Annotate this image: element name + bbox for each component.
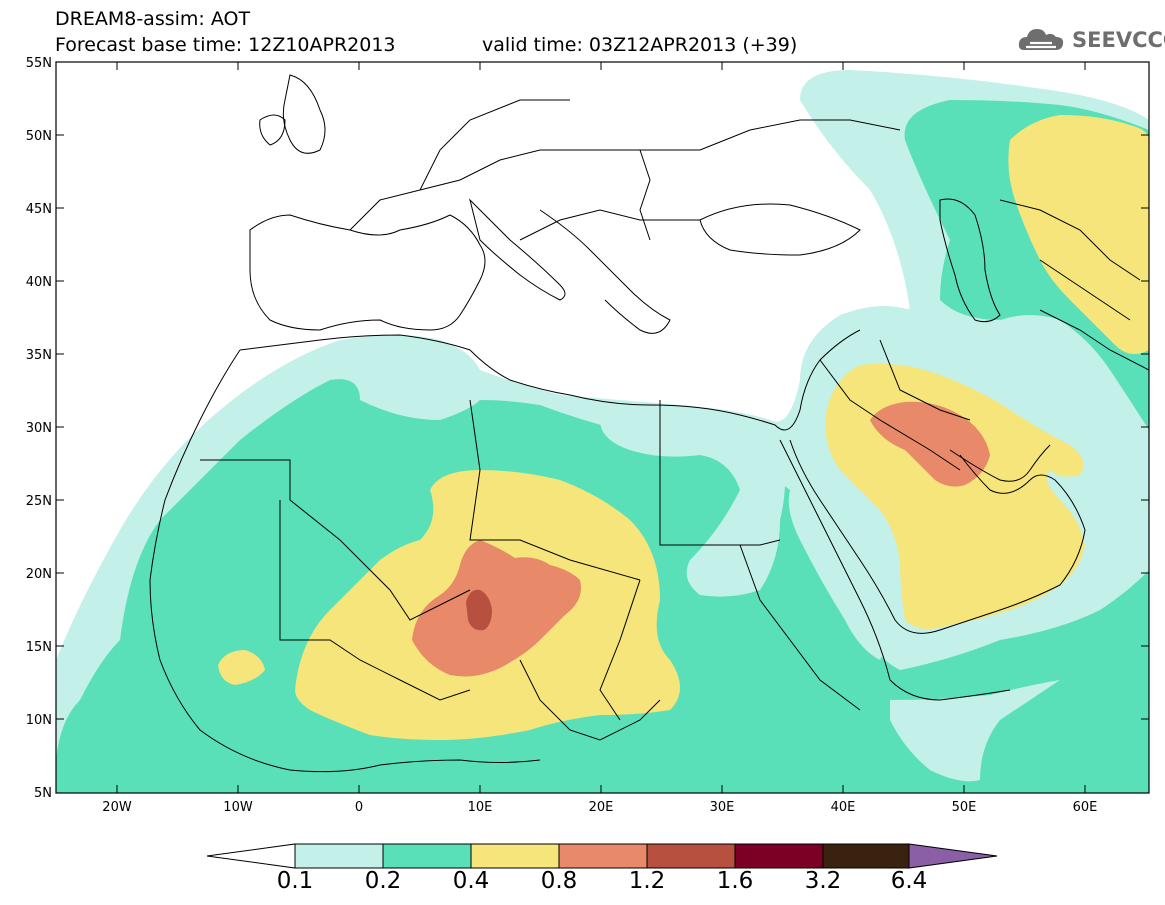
colorbar-label: 3.2 — [804, 868, 842, 894]
colorbar-swatch — [558, 843, 648, 869]
aot-field-0-4-gulfguinea — [218, 650, 265, 685]
colorbar-label: 1.6 — [716, 868, 754, 894]
logo-text: SEEVCCC — [1072, 28, 1165, 52]
colorbar-label: 0.8 — [540, 868, 578, 894]
colorbar-label: 0.2 — [364, 868, 402, 894]
latitude-labels: 55N 50N 45N 40N 35N 30N 25N 20N 15N 10N … — [26, 56, 52, 801]
aot-fields — [56, 70, 1149, 793]
colorbar-high-arrow — [908, 843, 998, 869]
colorbar-swatch — [470, 843, 560, 869]
colorbar-swatch — [382, 843, 472, 869]
lat-label: 40N — [26, 275, 52, 290]
lat-label: 10N — [26, 713, 52, 728]
longitude-labels: 20W 10W 0 10E 20E 30E 40E 50E 60E — [102, 800, 1097, 815]
aot-field-0-1-caspian — [905, 307, 1050, 360]
lon-label: 0 — [355, 800, 363, 815]
colorbar-label: 0.1 — [276, 868, 314, 894]
aot-field-0-1-horn — [890, 680, 1060, 782]
aot-field-0-1-egypt — [600, 411, 785, 597]
valid-time: valid time: 03Z12APR2013 (+39) — [482, 34, 798, 56]
colorbar-label: 1.2 — [628, 868, 666, 894]
title-line-2: Forecast base time: 12Z10APR2013 — [55, 34, 396, 56]
colorbar — [206, 843, 998, 869]
seevccc-logo: SEEVCCC — [1018, 24, 1165, 56]
colorbar-label: 6.4 — [890, 868, 928, 894]
colorbar-swatch — [822, 843, 910, 869]
lon-label: 20E — [589, 800, 614, 815]
colorbar-label: 0.4 — [452, 868, 490, 894]
lon-label: 30E — [710, 800, 735, 815]
lat-label: 35N — [26, 348, 52, 363]
lon-label: 60E — [1073, 800, 1098, 815]
colorbar-swatch — [734, 843, 824, 869]
lat-label: 55N — [26, 56, 52, 71]
lon-label: 10E — [468, 800, 493, 815]
aot-field-0-1-redsea — [788, 488, 884, 660]
aot-field-0-8-iraq — [870, 401, 990, 487]
colorbar-swatch — [646, 843, 736, 869]
lon-label: 20W — [102, 800, 132, 815]
colorbar-swatch — [294, 843, 384, 869]
lat-label: 30N — [26, 421, 52, 436]
aot-field-1-2-core — [466, 589, 492, 631]
lon-label: 50E — [952, 800, 977, 815]
aot-field-0-8-sahara — [412, 540, 581, 677]
lat-label: 5N — [34, 786, 52, 801]
aot-field-0-4-kazakhstan — [1008, 115, 1149, 354]
lat-label: 20N — [26, 567, 52, 582]
colorbar-low-arrow — [206, 843, 296, 869]
title-line-1: DREAM8-assim: AOT — [55, 8, 251, 30]
lat-label: 50N — [26, 129, 52, 144]
lat-label: 15N — [26, 640, 52, 655]
lon-label: 10W — [223, 800, 253, 815]
lat-label: 25N — [26, 494, 52, 509]
lon-label: 40E — [831, 800, 856, 815]
coastlines — [149, 74, 1149, 773]
cloud-icon — [1018, 29, 1064, 50]
lat-label: 45N — [26, 202, 52, 217]
axis-ticks — [56, 61, 1149, 793]
